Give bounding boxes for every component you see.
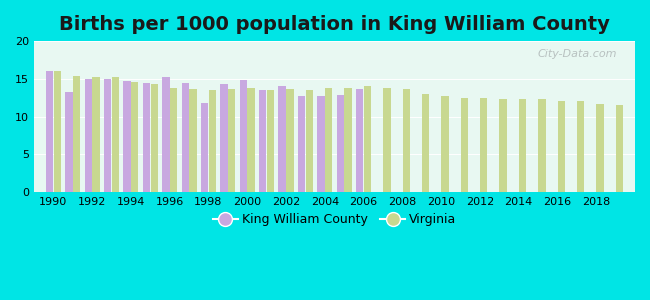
Bar <box>65 92 73 192</box>
Bar <box>616 105 623 192</box>
Bar <box>189 89 197 192</box>
Bar <box>577 101 584 192</box>
Bar <box>46 71 53 192</box>
Bar <box>104 79 111 192</box>
Bar <box>170 88 177 192</box>
Title: Births per 1000 population in King William County: Births per 1000 population in King Willi… <box>59 15 610 34</box>
Bar <box>383 88 391 192</box>
Bar <box>267 90 274 192</box>
Bar <box>162 77 170 192</box>
Bar <box>143 82 150 192</box>
Legend: King William County, Virginia: King William County, Virginia <box>208 208 461 231</box>
Bar <box>181 83 189 192</box>
Bar <box>344 88 352 192</box>
Bar <box>480 98 488 192</box>
Bar <box>356 88 363 192</box>
Bar <box>220 84 228 192</box>
Bar <box>53 71 61 192</box>
Bar <box>286 89 294 192</box>
Bar <box>499 99 507 192</box>
Bar <box>112 77 119 192</box>
Bar <box>306 90 313 192</box>
Text: City-Data.com: City-Data.com <box>538 49 617 59</box>
Bar <box>92 76 99 192</box>
Bar <box>337 95 344 192</box>
Bar <box>131 82 138 192</box>
Bar <box>298 96 305 192</box>
Bar <box>248 88 255 192</box>
Bar <box>597 104 604 192</box>
Bar <box>538 99 545 192</box>
Bar <box>209 90 216 192</box>
Bar <box>461 98 468 192</box>
Bar <box>402 89 410 192</box>
Bar <box>364 86 371 192</box>
Bar <box>422 94 429 192</box>
Bar <box>240 80 247 192</box>
Bar <box>278 86 286 192</box>
Bar <box>259 90 266 192</box>
Bar <box>124 81 131 192</box>
Bar <box>151 84 158 192</box>
Bar <box>73 76 81 192</box>
Bar <box>228 89 235 192</box>
Bar <box>441 96 448 192</box>
Bar <box>317 96 324 192</box>
Bar <box>558 101 565 192</box>
Bar <box>201 103 208 192</box>
Bar <box>84 79 92 192</box>
Bar <box>325 88 332 192</box>
Bar <box>519 99 526 192</box>
